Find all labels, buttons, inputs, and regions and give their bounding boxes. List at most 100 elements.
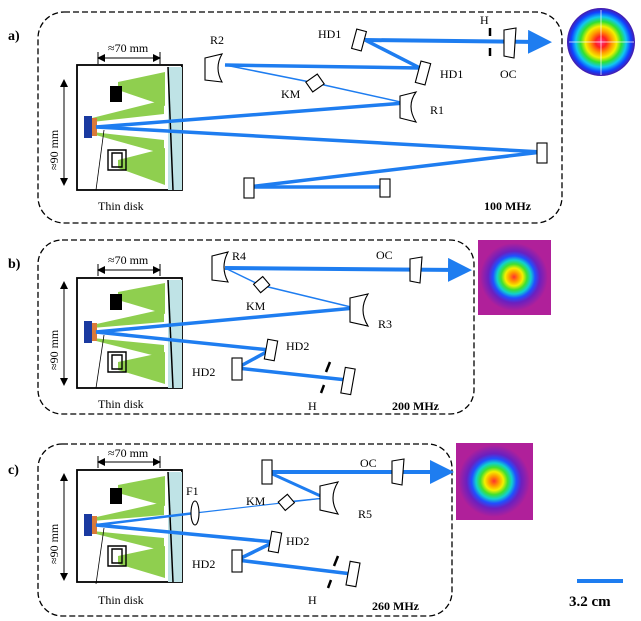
aperture-H-c — [326, 579, 333, 589]
disk-mount-c — [92, 516, 97, 534]
mirror-HD1-top-a — [350, 28, 368, 52]
panel-b: b) ≈70 mm ≈90 mm Thin disk — [8, 239, 551, 415]
mirror-HD2-bottom-b — [231, 357, 243, 381]
thin-disk-c — [84, 514, 92, 536]
rep-rate-b: 200 MHz — [392, 399, 440, 413]
pump-cone-b4 — [118, 352, 165, 384]
fold-mirror-c1 — [261, 459, 273, 485]
beam-profile-a — [567, 8, 635, 76]
output-coupler-c — [391, 458, 405, 486]
pump-prism-a — [107, 149, 127, 171]
label-R3-b: R3 — [378, 317, 392, 331]
laser-head-a — [76, 64, 183, 191]
fold-mirror-a1 — [536, 142, 548, 164]
disk-label-b: Thin disk — [98, 397, 144, 411]
label-KM-c: KM — [246, 494, 266, 508]
beam-profile-b — [478, 240, 551, 315]
mirror-HD2-top-b — [263, 338, 279, 362]
mirror-R4-b — [211, 251, 230, 283]
label-HD2-bottom-b: HD2 — [192, 365, 215, 379]
pump-prism-c — [107, 545, 127, 567]
output-coupler-b — [409, 256, 423, 284]
laser-head-b — [76, 277, 183, 389]
disk-label-c: Thin disk — [98, 593, 144, 607]
label-H-a: H — [480, 13, 489, 27]
label-R4-b: R4 — [232, 249, 246, 263]
scale-bar-label: 3.2 cm — [569, 594, 611, 610]
pump-cone-a2 — [92, 100, 164, 122]
pump-cone-c3 — [92, 531, 164, 551]
fold-mirror-c2 — [345, 560, 361, 588]
panel-b-frame — [37, 239, 475, 415]
panel-a-frame — [37, 11, 563, 224]
mirror-HD1-bottom-a — [414, 60, 432, 86]
label-OC-c: OC — [360, 456, 377, 470]
disk-mount-a — [92, 118, 97, 136]
label-R1-a: R1 — [430, 103, 444, 117]
pump-cone-b3 — [92, 338, 164, 358]
mirror-R5-c — [319, 481, 340, 515]
label-HD1-top-a: HD1 — [318, 27, 341, 41]
label-OC-b: OC — [376, 248, 393, 262]
pump-cone-a1 — [118, 72, 165, 106]
pump-block-c — [110, 488, 122, 504]
mirror-R2-a — [204, 53, 224, 83]
beam-profile-c — [456, 443, 533, 520]
fold-mirror-b — [340, 366, 356, 396]
kerr-medium-b — [252, 275, 271, 294]
label-HD1-bottom-a: HD1 — [440, 67, 463, 81]
disk-mount-b — [92, 323, 97, 341]
pump-cone-c1 — [118, 476, 165, 506]
rep-rate-c: 260 MHz — [372, 599, 420, 613]
label-KM-a: KM — [281, 87, 301, 101]
pump-cone-a4 — [118, 148, 165, 185]
label-OC-a: OC — [500, 67, 517, 81]
laser-head-c — [76, 469, 183, 583]
label-HD2-top-b: HD2 — [286, 339, 309, 353]
panel-label-b: b) — [8, 257, 21, 272]
pump-cone-b2 — [92, 309, 164, 328]
fold-mirror-a2 — [243, 177, 255, 199]
output-coupler-a — [503, 27, 517, 59]
panel-label-a: a) — [8, 29, 20, 44]
disk-label-a: Thin disk — [98, 199, 144, 213]
width-label-a: ≈70 mm — [108, 41, 149, 55]
aperture-H-b — [319, 384, 326, 394]
mirror-HD2-bottom-c — [231, 549, 243, 573]
pump-cone-c2 — [92, 502, 164, 521]
panel-a: a) ≈70 mm ≈90 mm Thin disk — [8, 8, 635, 224]
pump-cone-a3 — [92, 132, 164, 154]
mirror-HD2-top-c — [267, 530, 283, 554]
thin-disk-a — [84, 116, 92, 138]
label-R5-c: R5 — [358, 507, 372, 521]
label-R2-a: R2 — [210, 33, 224, 47]
kerr-medium-a — [305, 73, 325, 93]
pump-cone-c4 — [118, 546, 165, 578]
label-HD2-bottom-c: HD2 — [192, 557, 215, 571]
lens-F1-c — [190, 500, 200, 526]
scale-bar: 3.2 cm — [569, 579, 623, 610]
width-label-b: ≈70 mm — [108, 253, 149, 267]
mirror-R1-a — [399, 91, 418, 123]
kerr-medium-c — [277, 493, 296, 512]
pump-block-b — [110, 294, 122, 310]
beam-path-c — [95, 460, 454, 576]
rep-rate-a: 100 MHz — [484, 199, 532, 213]
pump-block-a — [110, 86, 122, 102]
panel-c-frame — [37, 443, 453, 617]
label-KM-b: KM — [246, 299, 266, 313]
pump-cone-b1 — [118, 283, 165, 314]
mirror-R3-b — [349, 293, 370, 327]
label-H-b: H — [308, 399, 317, 413]
pump-prism-b — [107, 351, 127, 373]
panel-label-c: c) — [8, 463, 19, 478]
height-label-a: ≈90 mm — [47, 129, 61, 170]
panel-c: c) ≈70 mm ≈90 mm Thin disk — [8, 443, 533, 617]
thin-disk-b — [84, 321, 92, 343]
height-label-b: ≈90 mm — [47, 329, 61, 370]
fold-mirror-a3 — [379, 178, 391, 198]
label-F1-c: F1 — [186, 484, 199, 498]
height-label-c: ≈90 mm — [47, 523, 61, 564]
width-label-c: ≈70 mm — [108, 446, 149, 460]
